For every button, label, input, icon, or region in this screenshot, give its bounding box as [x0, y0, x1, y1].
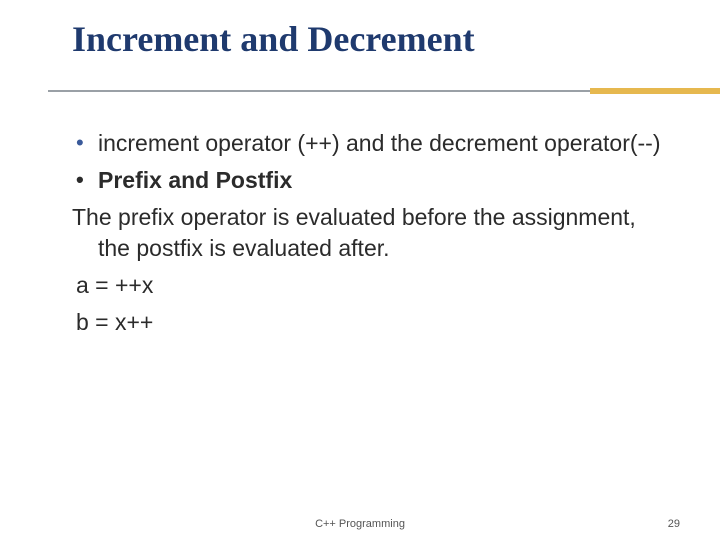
bullet-item: • increment operator (++) and the decrem…: [72, 128, 672, 159]
code-line: a = ++x: [72, 270, 672, 301]
bullet-text: increment operator (++) and the decremen…: [98, 128, 672, 159]
bullet-icon: •: [76, 128, 98, 158]
underline-gold-bar: [590, 88, 720, 94]
footer-text: C++ Programming: [0, 518, 720, 530]
slide: Increment and Decrement • increment oper…: [0, 0, 720, 540]
slide-title: Increment and Decrement: [72, 18, 672, 60]
paragraph: The prefix operator is evaluated before …: [72, 202, 672, 264]
title-underline: [72, 88, 672, 94]
bullet-text: Prefix and Postfix: [98, 165, 672, 196]
bullet-icon: •: [76, 165, 98, 195]
slide-content: • increment operator (++) and the decrem…: [72, 128, 672, 338]
page-number: 29: [668, 518, 680, 530]
code-line: b = x++: [72, 307, 672, 338]
bullet-item: • Prefix and Postfix: [72, 165, 672, 196]
